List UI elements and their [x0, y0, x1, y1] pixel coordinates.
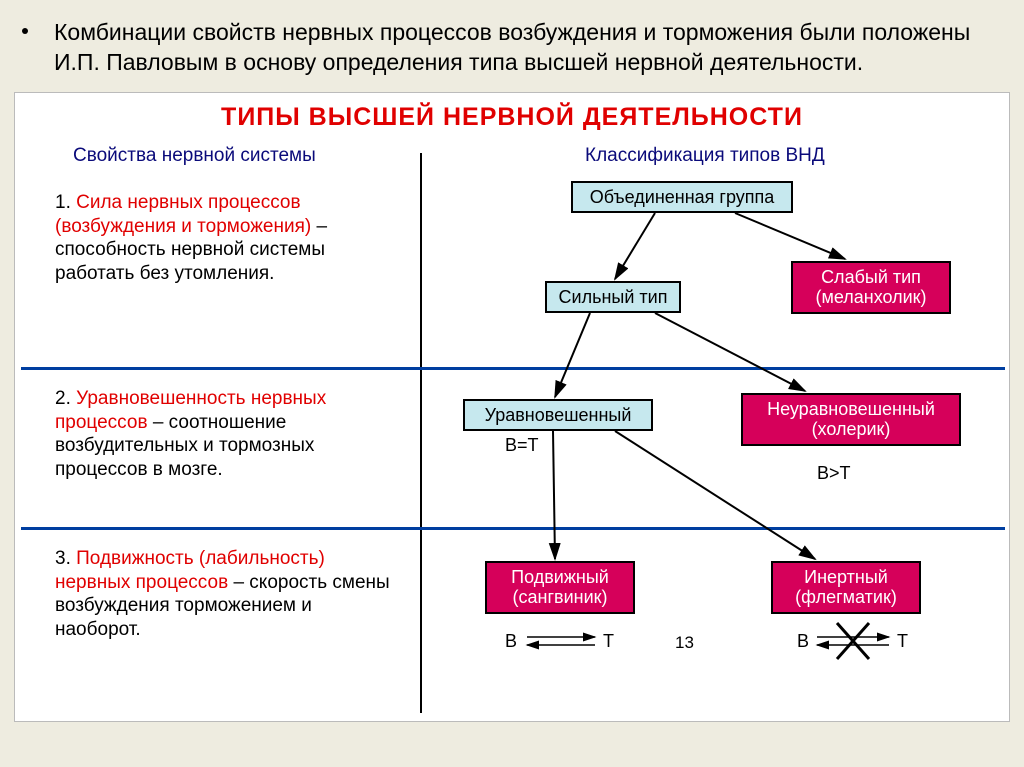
property-3: 3. Подвижность (лабильность) нервных про…	[55, 547, 400, 642]
prop3-num: 3.	[55, 548, 71, 569]
node-unbal-l1: Неуравновешенный	[767, 399, 935, 419]
separator-horizontal-1	[21, 367, 1005, 370]
prop2-num: 2.	[55, 388, 71, 409]
node-inert-l1: Инертный	[804, 567, 888, 587]
node-weak-l1: Слабый тип	[821, 267, 921, 287]
node-weak: Слабый тип (меланхолик)	[791, 261, 951, 314]
node-strong-label: Сильный тип	[559, 287, 668, 307]
node-balanced-label: Уравновешенный	[485, 405, 632, 425]
node-unbal-l2: (холерик)	[812, 419, 891, 439]
prop1-num: 1.	[55, 192, 71, 213]
node-weak-l2: (меланхолик)	[815, 287, 926, 307]
formula-mobile-t: Т	[603, 631, 614, 652]
formula-inert-b: В	[797, 631, 809, 652]
col-head-right: Классификация типов ВНД	[585, 145, 825, 167]
node-strong: Сильный тип	[545, 281, 681, 314]
main-title: ТИПЫ ВЫСШЕЙ НЕРВНОЙ ДЕЯТЕЛЬНОСТИ	[15, 93, 1009, 132]
col-head-left: Свойства нервной системы	[73, 145, 316, 167]
bullet-icon	[22, 28, 28, 34]
node-unbalanced: Неуравновешенный (холерик)	[741, 393, 961, 446]
node-mobile-l2: (сангвиник)	[513, 587, 608, 607]
node-inert-l2: (флегматик)	[795, 587, 897, 607]
formula-mobile-b: В	[505, 631, 517, 652]
node-mobile-l1: Подвижный	[511, 567, 609, 587]
formula-inert-t: Т	[897, 631, 908, 652]
diagram-panel: ТИПЫ ВЫСШЕЙ НЕРВНОЙ ДЕЯТЕЛЬНОСТИ Свойств…	[14, 92, 1010, 722]
prop1-lead: Сила нервных процессов (возбуждения и то…	[55, 192, 311, 237]
formula-balanced: В=Т	[505, 435, 539, 456]
node-root-label: Объединенная группа	[590, 187, 775, 207]
node-root: Объединенная группа	[571, 181, 793, 214]
separator-vertical	[420, 153, 422, 713]
property-1: 1. Сила нервных процессов (возбуждения и…	[55, 191, 400, 286]
property-2: 2. Уравновешенность нервных процессов – …	[55, 387, 400, 482]
formula-unbalanced: В>Т	[817, 463, 851, 484]
separator-horizontal-2	[21, 527, 1005, 530]
page-number: 13	[675, 633, 694, 653]
node-inert: Инертный (флегматик)	[771, 561, 921, 614]
node-balanced: Уравновешенный	[463, 399, 653, 432]
intro-text: Комбинации свойств нервных процессов воз…	[54, 18, 1010, 78]
node-mobile: Подвижный (сангвиник)	[485, 561, 635, 614]
